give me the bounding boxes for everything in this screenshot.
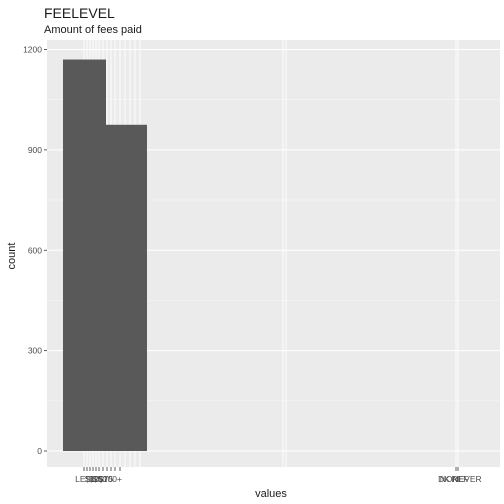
chart-subtitle: Amount of fees paid [44, 24, 142, 36]
x-tick-label: $100+ [98, 474, 122, 484]
chart-title: FEELEVEL [44, 5, 115, 21]
x-tick-label: REF [452, 474, 469, 484]
x-tick-label: DK [438, 474, 450, 484]
bar [106, 124, 147, 451]
y-tick-label: 300 [28, 346, 42, 356]
y-tick-label: 0 [37, 446, 42, 456]
y-axis: 0 300 600 900 1200 [23, 45, 47, 456]
x-tick-label: $25 [89, 474, 103, 484]
bars [63, 59, 147, 451]
x-tick-label: NEVER [452, 474, 481, 484]
x-tick-label: $10 [85, 474, 99, 484]
x-tick-label: NONE [440, 474, 465, 484]
y-tick-label: 1200 [23, 45, 42, 55]
y-axis-title: count [6, 243, 18, 270]
bar [63, 59, 106, 451]
y-tick-label: 600 [28, 245, 42, 255]
x-axis-title: values [255, 488, 287, 500]
y-tick-label: 900 [28, 145, 42, 155]
x-tick-label: $50 [93, 474, 107, 484]
x-tick-label: LESS [75, 474, 97, 484]
x-tick-label: $75 [99, 474, 113, 484]
